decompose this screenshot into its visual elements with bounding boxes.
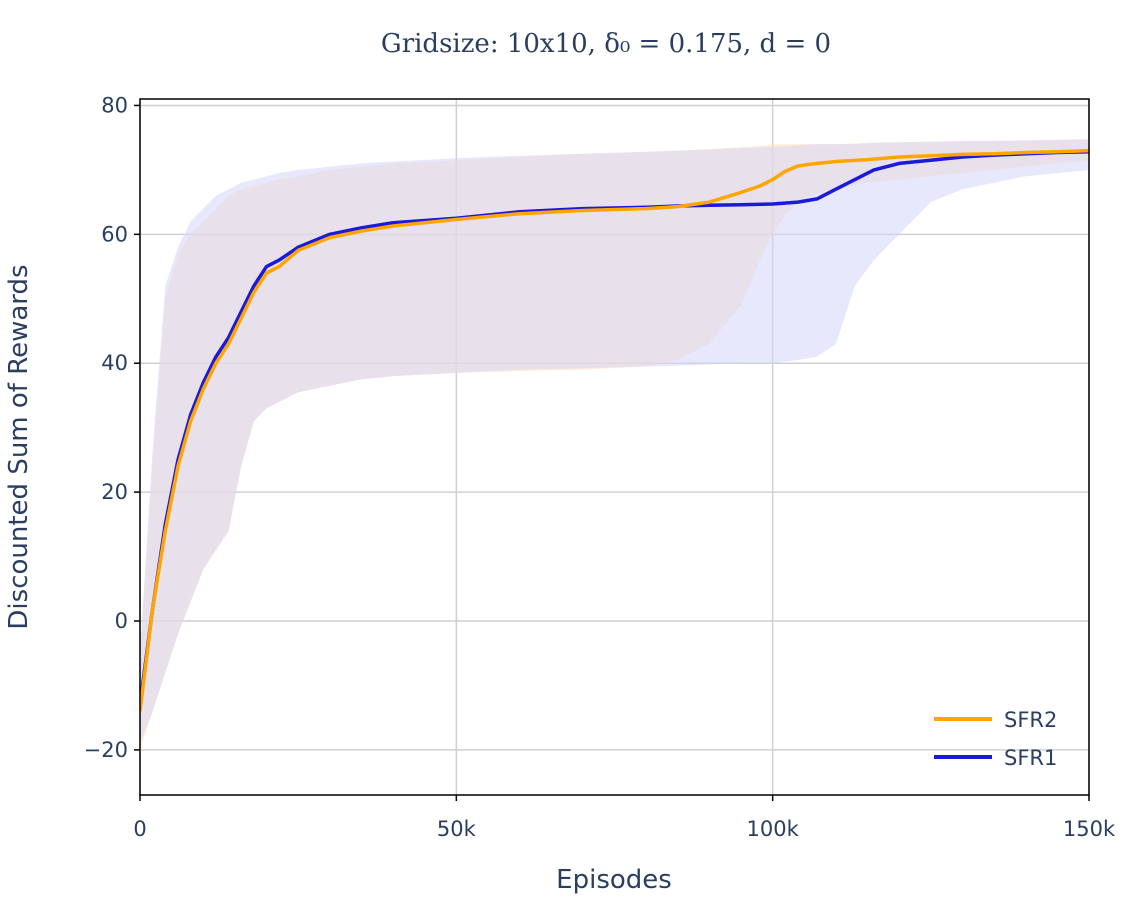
x-axis-title: Episodes (556, 865, 672, 895)
y-axis-ticks: −20 0 20 40 60 80 (84, 93, 140, 762)
x-tick-label: 150k (1063, 817, 1116, 841)
y-tick-label: 40 (101, 351, 128, 375)
x-tick-label: 100k (747, 817, 800, 841)
confidence-bands (140, 139, 1089, 750)
y-tick-label: −20 (84, 738, 128, 762)
y-tick-label: 20 (101, 480, 128, 504)
plot-frame (139, 98, 1090, 796)
legend: SFR2 SFR1 (934, 708, 1057, 770)
x-tick-label: 50k (437, 817, 477, 841)
line-sfr1 (140, 150, 1089, 706)
y-tick-label: 0 (115, 609, 128, 633)
legend-label-sfr2: SFR2 (1004, 708, 1057, 732)
series-lines (140, 148, 1089, 712)
x-tick-label: 0 (133, 817, 146, 841)
y-axis-title: Discounted Sum of Rewards (4, 264, 34, 629)
chart-title: Gridsize: 10x10, δ₀ = 0.175, d = 0 (381, 29, 831, 59)
legend-label-sfr1: SFR1 (1004, 746, 1057, 770)
y-tick-label: 60 (101, 222, 128, 246)
x-axis-ticks: 0 50k 100k 150k (133, 795, 1116, 841)
line-sfr2 (140, 148, 1089, 712)
band-sfr1 (140, 139, 1089, 744)
y-tick-label: 80 (101, 93, 128, 117)
